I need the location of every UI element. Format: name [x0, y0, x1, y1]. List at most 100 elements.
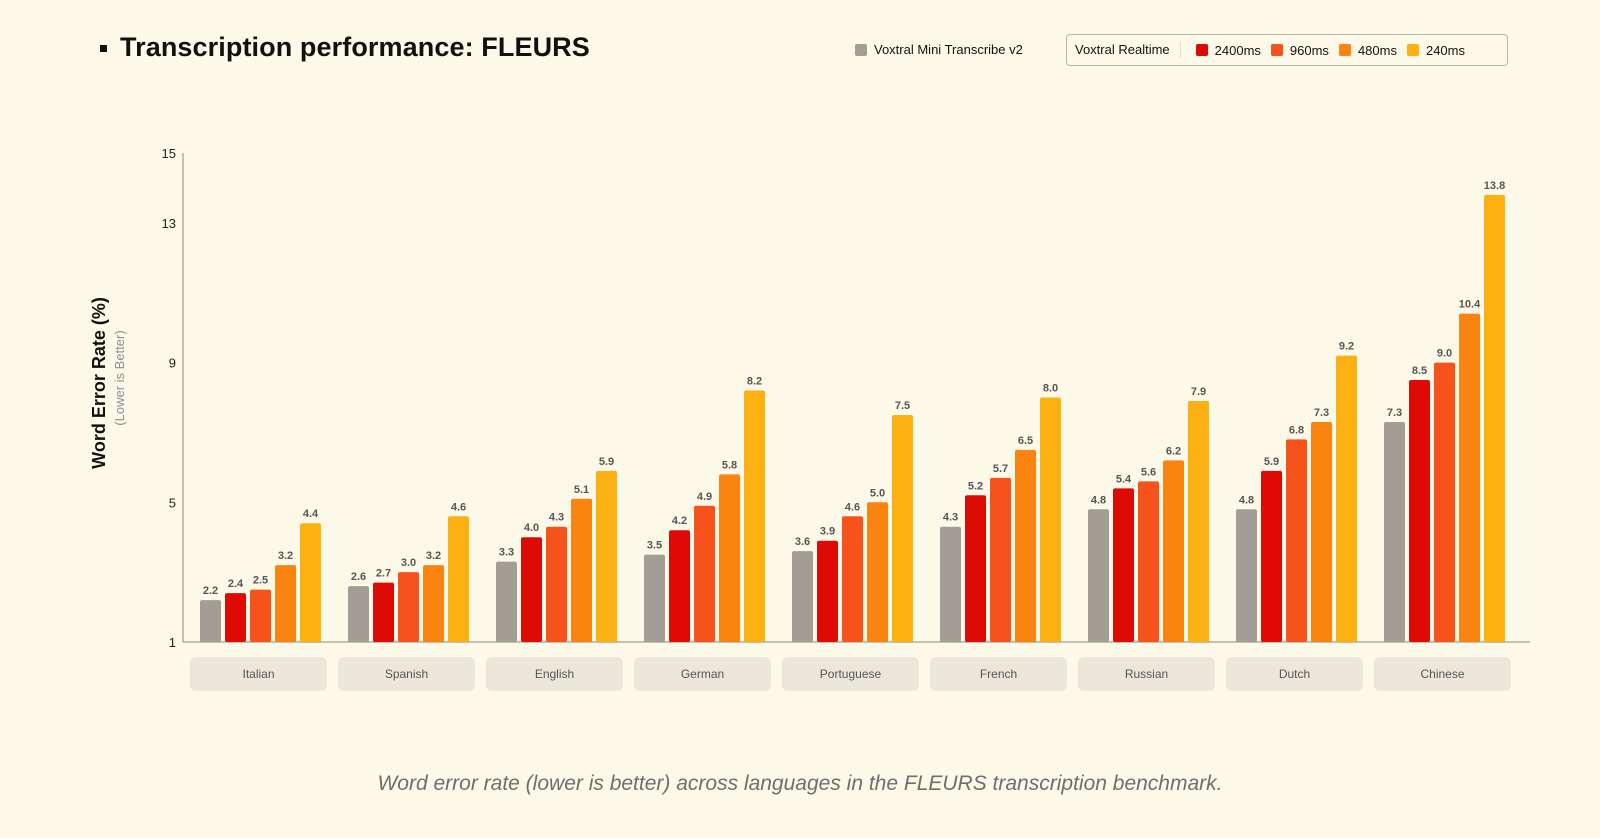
data-label: 4.4	[303, 508, 319, 520]
data-label: 4.3	[943, 512, 958, 524]
y-axis-subtitle: (Lower is Better)	[112, 330, 127, 425]
data-label: 5.1	[574, 484, 589, 496]
bar-german-2400ms	[669, 530, 690, 642]
bar-french-mini	[940, 526, 961, 642]
data-label: 4.2	[672, 515, 687, 527]
bar-russian-2400ms	[1113, 488, 1134, 642]
chart-caption: Word error rate (lower is better) across…	[377, 772, 1223, 795]
data-label: 5.8	[722, 459, 737, 471]
bar-english-480ms	[571, 498, 592, 642]
data-label: 4.8	[1239, 494, 1254, 506]
x-tick-label: English	[535, 667, 574, 681]
bar-french-240ms	[1040, 397, 1061, 642]
bar-french-2400ms	[965, 495, 986, 642]
legend-item-2400ms: 2400ms	[1195, 43, 1261, 58]
legend-item-mini: Voxtral Mini Transcribe v2	[855, 42, 1023, 57]
bar-spanish-480ms	[423, 565, 444, 642]
category-box-french	[930, 657, 1067, 691]
title-bullet-icon	[100, 45, 107, 52]
legend-label-240ms: 240ms	[1425, 42, 1465, 58]
bar-russian-960ms	[1138, 481, 1159, 642]
legend-item-480ms: 480ms	[1338, 42, 1397, 58]
bar-chinese-240ms	[1484, 194, 1505, 642]
y-tick-label: 9	[169, 356, 176, 371]
data-label: 4.6	[845, 501, 860, 513]
y-tick-label: 5	[169, 495, 176, 510]
bar-italian-480ms	[275, 565, 296, 642]
data-label: 2.4	[228, 578, 244, 590]
data-label: 5.4	[1116, 473, 1132, 485]
bar-russian-mini	[1088, 509, 1109, 642]
bar-french-960ms	[990, 477, 1011, 642]
legend-label-480ms: 480ms	[1357, 42, 1397, 58]
legend-label-mini: Voxtral Mini Transcribe v2	[874, 42, 1023, 57]
x-tick-label: French	[980, 667, 1017, 681]
data-label: 10.4	[1459, 299, 1481, 311]
bar-portuguese-480ms	[867, 502, 888, 642]
data-label: 7.3	[1314, 407, 1329, 419]
category-box-english	[486, 657, 623, 691]
bar-german-240ms	[744, 390, 765, 642]
legend-realtime-group: Voxtral Realtime 2400ms 960ms 480ms 240m…	[1066, 34, 1508, 66]
data-label: 5.2	[968, 480, 983, 492]
data-label: 9.0	[1437, 348, 1452, 360]
category-box-russian	[1078, 657, 1215, 691]
data-label: 8.5	[1412, 365, 1427, 377]
data-label: 5.9	[1264, 456, 1279, 468]
bar-german-960ms	[694, 505, 715, 642]
data-label: 4.6	[451, 501, 466, 513]
bar-italian-960ms	[250, 589, 271, 642]
bar-russian-480ms	[1163, 460, 1184, 642]
bar-spanish-2400ms	[373, 582, 394, 642]
bar-german-480ms	[719, 474, 740, 642]
data-label: 3.0	[401, 557, 416, 569]
bar-chinese-960ms	[1434, 362, 1455, 642]
bar-french-480ms	[1015, 449, 1036, 642]
bar-german-mini	[644, 554, 665, 642]
data-label: 3.2	[426, 550, 441, 562]
bar-spanish-960ms	[398, 572, 419, 642]
chart-title-wrap: Transcription performance: FLEURS	[100, 32, 590, 63]
bar-dutch-960ms	[1286, 439, 1307, 642]
data-label: 4.8	[1091, 494, 1106, 506]
data-label: 5.9	[599, 456, 614, 468]
legend-swatch-240ms	[1406, 44, 1419, 56]
data-label: 4.9	[697, 491, 712, 503]
page-title: Transcription performance: FLEURS	[120, 32, 590, 62]
data-label: 2.7	[376, 568, 391, 580]
category-box-italian	[190, 657, 327, 691]
category-box-spanish	[338, 657, 475, 691]
data-label: 2.2	[203, 585, 218, 597]
bar-portuguese-mini	[792, 551, 813, 642]
data-label: 8.0	[1043, 383, 1058, 395]
bar-chinese-2400ms	[1409, 380, 1430, 642]
bar-italian-2400ms	[225, 593, 246, 642]
data-label: 6.5	[1018, 435, 1033, 447]
data-label: 3.3	[499, 547, 514, 559]
bar-dutch-mini	[1236, 509, 1257, 642]
data-label: 2.5	[253, 575, 268, 587]
y-axis-title: Word Error Rate (%)	[89, 297, 109, 469]
legend-swatch-480ms	[1338, 44, 1351, 56]
x-tick-label: Chinese	[1420, 667, 1464, 681]
bar-dutch-480ms	[1311, 421, 1332, 642]
y-tick-label: 13	[162, 216, 176, 231]
bar-portuguese-240ms	[892, 414, 913, 642]
data-label: 3.6	[795, 536, 810, 548]
bar-italian-240ms	[300, 523, 321, 642]
data-label: 7.5	[895, 400, 910, 412]
bar-chinese-mini	[1384, 421, 1405, 642]
category-box-chinese	[1374, 657, 1511, 691]
legend-item-240ms: 240ms	[1406, 42, 1465, 58]
y-tick-label: 1	[169, 635, 176, 650]
bar-english-240ms	[596, 470, 617, 642]
bar-dutch-2400ms	[1261, 470, 1282, 642]
bar-russian-240ms	[1188, 400, 1209, 642]
data-label: 3.2	[278, 550, 293, 562]
legend-swatch-960ms	[1270, 44, 1283, 56]
data-label: 5.0	[870, 487, 885, 499]
data-label: 7.3	[1387, 407, 1402, 419]
bar-portuguese-960ms	[842, 516, 863, 642]
data-label: 5.6	[1141, 466, 1156, 478]
